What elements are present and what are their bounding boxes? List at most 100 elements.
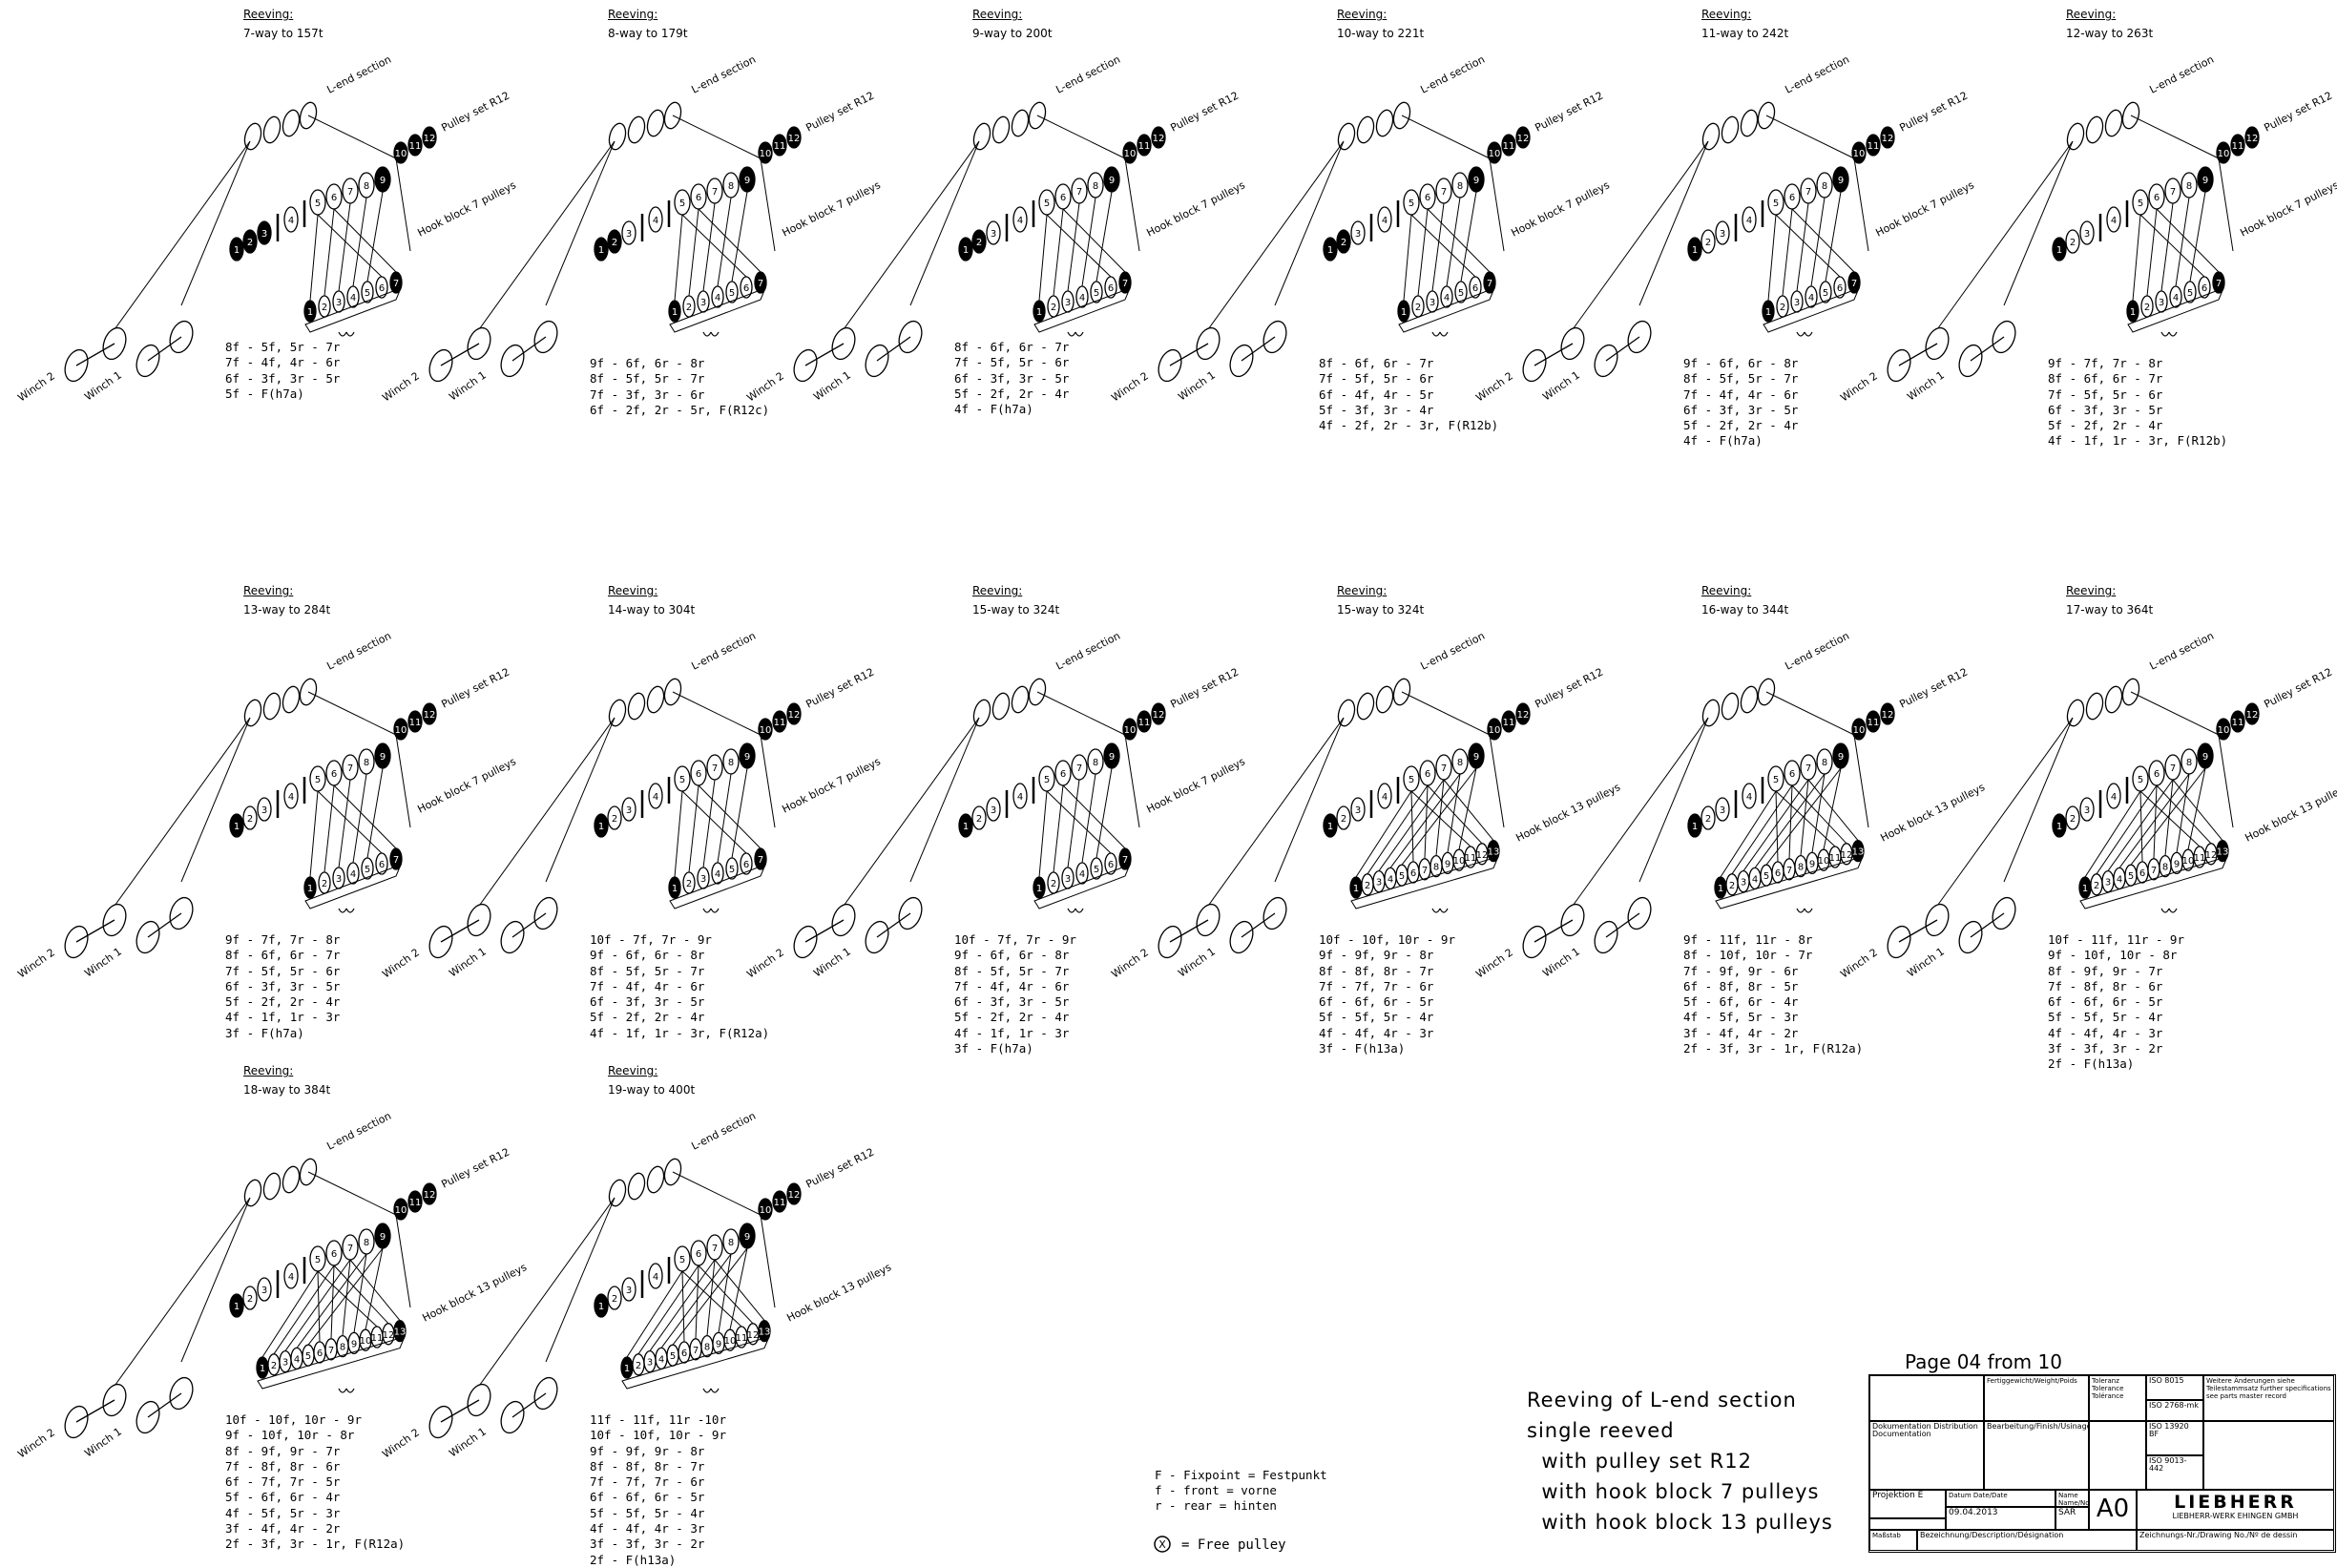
hook-pulley: 5 bbox=[1760, 864, 1773, 887]
svg-text:10: 10 bbox=[1853, 149, 1866, 159]
svg-text:7: 7 bbox=[1076, 187, 1082, 198]
pulley-3: 3 bbox=[986, 797, 1001, 822]
pulley-8: 8 bbox=[358, 748, 375, 775]
hook-pulley: 1 bbox=[256, 1356, 269, 1379]
hook-pulley: 2 bbox=[318, 871, 331, 894]
l-end-head bbox=[972, 101, 1047, 151]
hook-pulley: 2 bbox=[1725, 873, 1739, 896]
svg-text:8: 8 bbox=[2186, 181, 2192, 192]
rope-lines bbox=[841, 691, 1140, 909]
reeving-rules: 10f - 10f, 10r - 9r 9f - 10f, 10r - 8r 8f … bbox=[225, 1412, 405, 1553]
svg-text:7: 7 bbox=[712, 1244, 718, 1254]
reeving-label: Reeving: bbox=[1337, 584, 1388, 597]
svg-text:6: 6 bbox=[2154, 193, 2160, 203]
winch-1-label: Winch 1 bbox=[811, 945, 853, 979]
reeving-label: Reeving: bbox=[608, 1064, 658, 1077]
svg-text:2: 2 bbox=[1341, 238, 1346, 248]
svg-text:1: 1 bbox=[1401, 307, 1407, 318]
reeving-rule-line: 4f - 4f, 4r - 3r bbox=[590, 1521, 705, 1537]
reeving-rule-line: 4f - 5f, 5r - 3r bbox=[225, 1505, 341, 1520]
l-end-head bbox=[1337, 101, 1411, 151]
pulley-4: 4 bbox=[1742, 783, 1757, 809]
svg-text:7: 7 bbox=[347, 763, 353, 774]
svg-text:12: 12 bbox=[2246, 134, 2259, 144]
pulley-5: 5 bbox=[2132, 189, 2149, 216]
pulley-10: 10 bbox=[393, 718, 408, 741]
pulley-3: 3 bbox=[257, 1277, 272, 1302]
pulley-7: 7 bbox=[1800, 754, 1817, 781]
svg-text:7: 7 bbox=[758, 855, 763, 866]
reeving-label: Reeving: bbox=[972, 584, 1023, 597]
svg-text:7: 7 bbox=[1786, 866, 1792, 876]
hook-pulley: 5 bbox=[1090, 281, 1103, 303]
reeving-rule-line: 8f - 5f, 5r - 7r bbox=[1683, 371, 1799, 387]
svg-text:5: 5 bbox=[1823, 288, 1828, 299]
winch-1-label: Winch 1 bbox=[447, 945, 489, 979]
svg-text:8: 8 bbox=[1433, 863, 1439, 873]
svg-text:1: 1 bbox=[1353, 884, 1359, 894]
tb-name: SAR bbox=[2055, 1507, 2089, 1530]
pulley-10: 10 bbox=[758, 141, 773, 164]
l-end-head bbox=[1701, 101, 1776, 151]
pulley-4: 4 bbox=[1742, 206, 1757, 233]
pulley-12: 12 bbox=[422, 702, 437, 725]
reeving-rules: 10f - 10f, 10r - 9r 9f - 9f, 9r - 8r 8f - … bbox=[1319, 932, 1455, 1056]
reeving-rule-line: 8f - 8f, 8r - 7r bbox=[1319, 963, 1434, 978]
svg-text:6: 6 bbox=[1837, 283, 1843, 294]
pulley-set-label: Pulley set R12 bbox=[803, 1146, 876, 1191]
l-end-section-label: L-end section bbox=[2147, 53, 2216, 96]
winch-1-label: Winch 1 bbox=[1176, 368, 1218, 403]
svg-text:6: 6 bbox=[379, 283, 385, 294]
svg-text:3: 3 bbox=[991, 229, 996, 240]
winch-1-label: Winch 1 bbox=[1905, 368, 1947, 403]
rope-lines bbox=[1570, 691, 1869, 909]
winch-2-label: Winch 2 bbox=[1473, 946, 1515, 980]
svg-text:3: 3 bbox=[261, 1286, 267, 1296]
svg-text:2: 2 bbox=[322, 303, 327, 313]
reeving-rule-line: 5f - 2f, 2r - 4r bbox=[954, 386, 1070, 401]
svg-text:2: 2 bbox=[1705, 814, 1711, 825]
svg-text:6: 6 bbox=[1472, 283, 1478, 294]
pulley-9: 9 bbox=[1832, 166, 1849, 193]
tb-format: A0 bbox=[2089, 1490, 2137, 1530]
svg-text:12: 12 bbox=[788, 1190, 801, 1201]
pulley-6: 6 bbox=[2148, 760, 2165, 786]
hook-pulley: 6 bbox=[740, 852, 753, 875]
svg-text:11: 11 bbox=[1868, 141, 1880, 152]
tb-revisions bbox=[1869, 1518, 1946, 1530]
svg-text:3: 3 bbox=[336, 874, 342, 885]
pulley-6: 6 bbox=[1054, 760, 1072, 786]
pulley-6: 6 bbox=[1419, 760, 1436, 786]
svg-text:4: 4 bbox=[1444, 293, 1450, 303]
pulley-8: 8 bbox=[1087, 748, 1104, 775]
svg-text:4: 4 bbox=[1079, 869, 1085, 880]
pulley-7: 7 bbox=[1071, 754, 1088, 781]
svg-text:1: 1 bbox=[963, 245, 969, 256]
hook-pulley: 6 bbox=[740, 276, 753, 299]
reeving-rule-line: 10f - 10f, 10r - 9r bbox=[225, 1412, 362, 1427]
pulley-2: 2 bbox=[242, 805, 258, 830]
svg-text:8: 8 bbox=[364, 181, 369, 192]
reeving-label: Reeving: bbox=[1337, 8, 1388, 21]
reeving-rule-line: 9f - 6f, 6r - 8r bbox=[954, 948, 1070, 963]
hook-pulley: 5 bbox=[361, 857, 374, 880]
svg-text:2: 2 bbox=[1341, 814, 1346, 825]
tb-date-label: Datum Date/Date bbox=[1946, 1490, 2055, 1507]
pulley-10: 10 bbox=[2216, 141, 2231, 164]
svg-text:12: 12 bbox=[1517, 710, 1530, 721]
rope-lines bbox=[476, 691, 776, 909]
svg-text:1: 1 bbox=[1692, 822, 1698, 832]
reeving-rule-line: 4f - 5f, 5r - 3r bbox=[1683, 1010, 1799, 1025]
svg-text:10: 10 bbox=[760, 725, 772, 736]
svg-text:5: 5 bbox=[729, 288, 735, 299]
hook-pulley: 6 bbox=[375, 852, 388, 875]
pulley-3: 3 bbox=[621, 220, 636, 245]
hook-pulley: 5 bbox=[1454, 281, 1468, 303]
reeving-rule-line: 3f - F(h7a) bbox=[225, 1025, 304, 1040]
pulley-5: 5 bbox=[1767, 765, 1784, 792]
pulley-7: 7 bbox=[706, 178, 723, 204]
svg-text:8: 8 bbox=[364, 758, 369, 768]
